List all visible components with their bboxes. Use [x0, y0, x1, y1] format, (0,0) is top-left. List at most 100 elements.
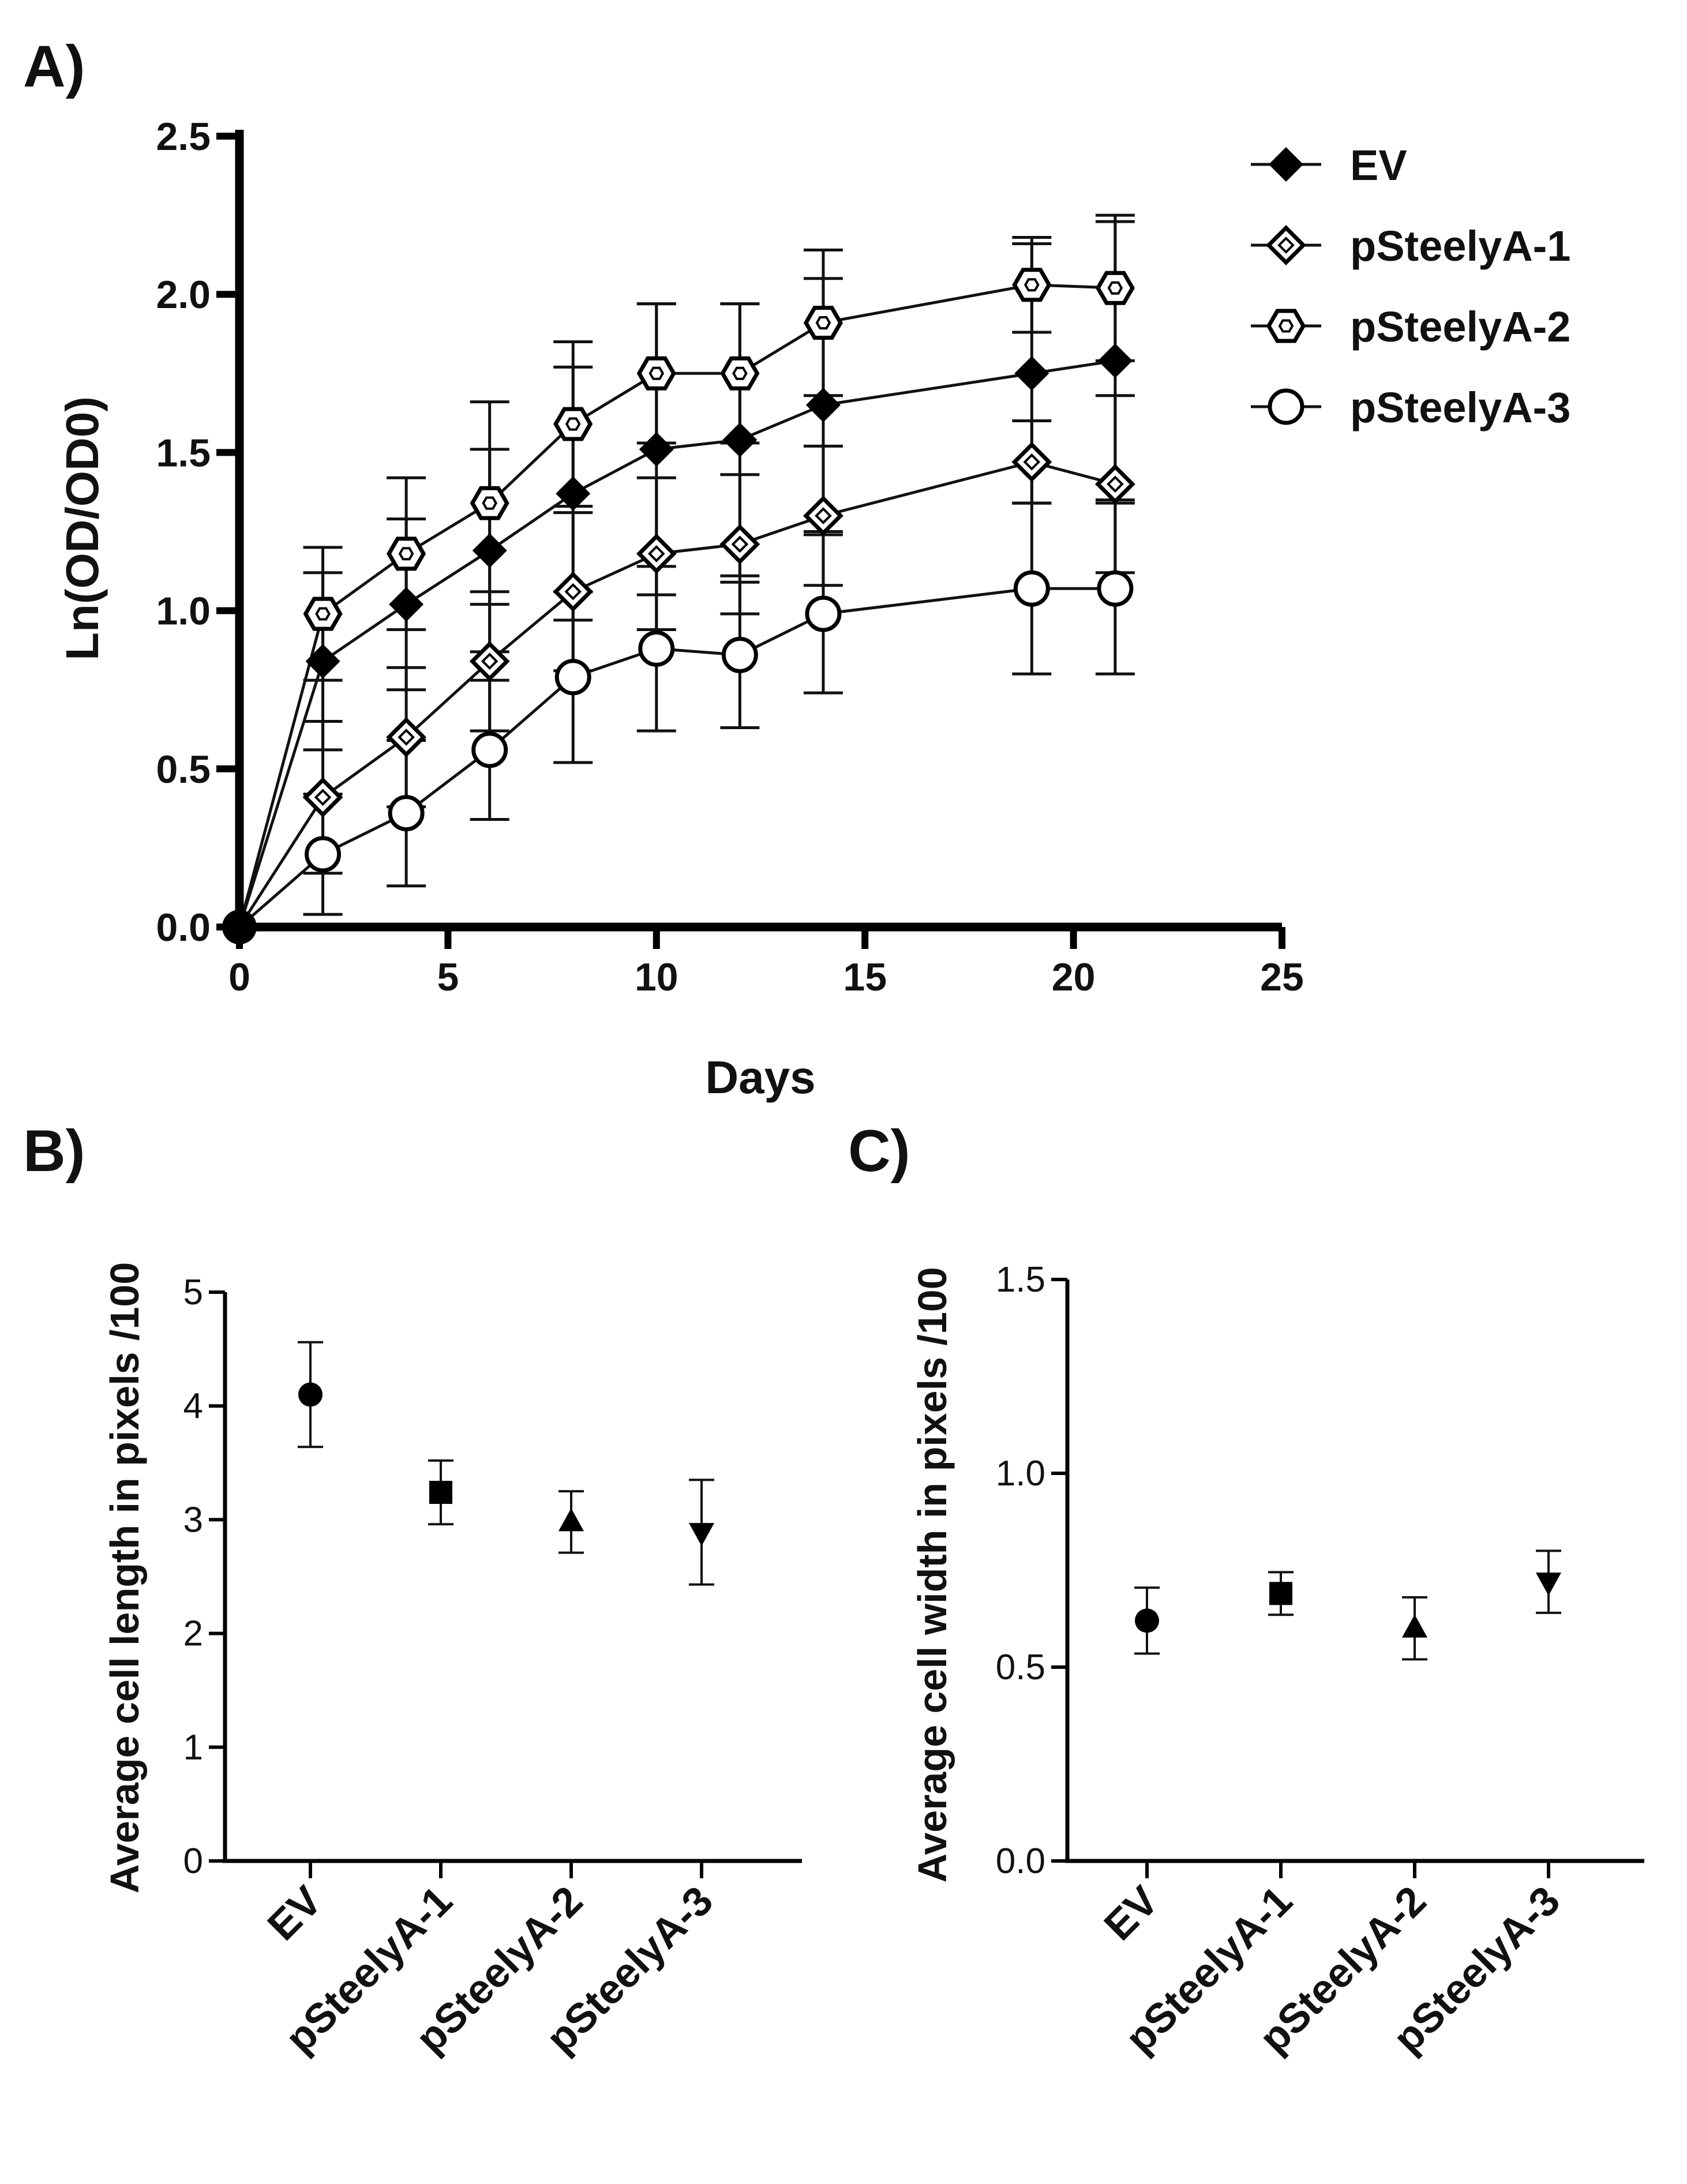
data-point	[1011, 441, 1052, 482]
data-point	[1094, 464, 1135, 505]
legend-item-2: pSteelyA-2	[1251, 303, 1570, 351]
data-point	[720, 356, 760, 391]
data-point	[719, 524, 760, 565]
y-tick-label: 4	[183, 1386, 203, 1426]
data-point	[803, 496, 843, 536]
data-point	[553, 407, 593, 441]
panel-b-points	[298, 1341, 714, 1586]
panel-b-y-title: Average cell length in pixels /100	[102, 1262, 147, 1894]
data-point	[469, 641, 510, 682]
y-tick-label: 0.0	[996, 1841, 1045, 1881]
y-tick-label: 1.0	[996, 1454, 1045, 1493]
series-markers-0	[305, 343, 1133, 679]
panel-c-y-title: Average cell width in pixels /100	[910, 1267, 955, 1882]
data-point	[387, 536, 426, 571]
series-markers-1	[302, 441, 1135, 818]
legend-item-3: pSteelyA-3	[1251, 384, 1570, 431]
data-point	[721, 636, 758, 673]
legend-marker	[1268, 388, 1304, 425]
data-point	[1012, 268, 1052, 302]
data-point	[1097, 570, 1134, 607]
legend-marker	[1266, 225, 1306, 265]
data-point	[639, 431, 674, 467]
data-point	[1135, 1608, 1159, 1633]
x-tick-label: 5	[437, 955, 459, 999]
data-point	[298, 1382, 323, 1407]
panel-a-x-title: Days	[705, 1052, 815, 1103]
data-point	[1014, 356, 1049, 391]
data-point	[553, 571, 594, 612]
panel-a-y-title: Ln(OD/OD0)	[57, 396, 108, 661]
data-point	[556, 476, 591, 511]
panel-a-series	[222, 213, 1135, 944]
data-point	[689, 1523, 714, 1547]
data-point	[636, 533, 677, 574]
y-tick-label: 3	[183, 1500, 203, 1540]
data-point	[472, 533, 507, 568]
y-tick-label: 1.5	[156, 431, 211, 475]
series-line-1	[238, 460, 1116, 928]
legend-item-1: pSteelyA-1	[1251, 222, 1570, 270]
series-line-0	[238, 359, 1116, 928]
data-point	[1097, 343, 1133, 378]
panel-c-points	[1134, 1549, 1561, 1661]
y-tick-label: 5	[183, 1273, 203, 1312]
legend-marker	[1269, 147, 1303, 182]
x-tick-label: 25	[1260, 955, 1304, 999]
data-point	[636, 356, 676, 391]
series-line-2	[238, 283, 1115, 928]
y-tick-label: 1.0	[156, 590, 211, 633]
legend-label: pSteelyA-1	[1350, 222, 1570, 270]
data-point	[429, 1481, 452, 1504]
series-errorbars-0	[303, 220, 1135, 752]
panel-c-ticks: 0.00.51.01.5EVpSteelyA-1pSteelyA-2pSteel…	[996, 1260, 1569, 2062]
series-errorbars-3	[303, 501, 1135, 916]
data-point	[1536, 1573, 1561, 1596]
y-tick-label: 0.5	[156, 748, 211, 791]
data-point	[1013, 570, 1050, 607]
y-tick-label: 1	[183, 1728, 203, 1768]
panel-b: B) 012345EVpSteelyA-1pSteelyA-2pSteelyA-…	[23, 1118, 802, 2062]
panel-a-legend: EV pSteelyA-1 pSteelyA-2 pSteelyA-3	[1251, 141, 1570, 431]
data-point	[388, 795, 425, 832]
series-markers-3	[305, 570, 1134, 873]
data-point	[805, 388, 841, 423]
data-point	[1095, 271, 1135, 305]
series-markers-2	[303, 268, 1135, 631]
y-tick-label: 2.0	[156, 273, 211, 317]
panel-b-label: B)	[23, 1118, 85, 1184]
data-point	[805, 595, 842, 632]
panel-a-ticks: 0.0 0.5 1.0 1.5 2.0 2.5 0 5 10 15 20 25	[156, 115, 1303, 999]
x-tick-label: 0	[228, 955, 250, 999]
data-point	[305, 836, 342, 873]
data-point	[389, 587, 424, 622]
x-tick-label: 20	[1052, 955, 1096, 999]
y-tick-label: 0.5	[996, 1648, 1045, 1687]
legend-marker	[1266, 309, 1306, 343]
category-label: EV	[259, 1878, 331, 1949]
y-tick-label: 0.0	[156, 906, 211, 950]
data-point	[1402, 1614, 1427, 1638]
series-line-3	[238, 587, 1115, 928]
category-label: EV	[1096, 1878, 1167, 1949]
data-point	[470, 486, 509, 520]
panel-a-label: A)	[23, 33, 85, 99]
x-tick-label: 10	[635, 955, 678, 999]
data-point	[803, 306, 843, 340]
data-point	[302, 777, 343, 818]
legend-item-0: EV	[1251, 141, 1407, 189]
y-tick-label: 2.5	[156, 115, 211, 159]
legend-label: EV	[1350, 141, 1407, 189]
legend-label: pSteelyA-2	[1350, 303, 1570, 351]
data-point	[558, 1508, 584, 1532]
data-point	[303, 596, 343, 631]
y-tick-label: 0	[183, 1841, 203, 1881]
data-point	[305, 644, 340, 679]
y-tick-label: 2	[183, 1614, 203, 1654]
x-tick-label: 15	[843, 955, 887, 999]
data-point	[386, 717, 427, 757]
panel-c-label: C)	[848, 1118, 910, 1184]
data-point	[1269, 1582, 1292, 1605]
